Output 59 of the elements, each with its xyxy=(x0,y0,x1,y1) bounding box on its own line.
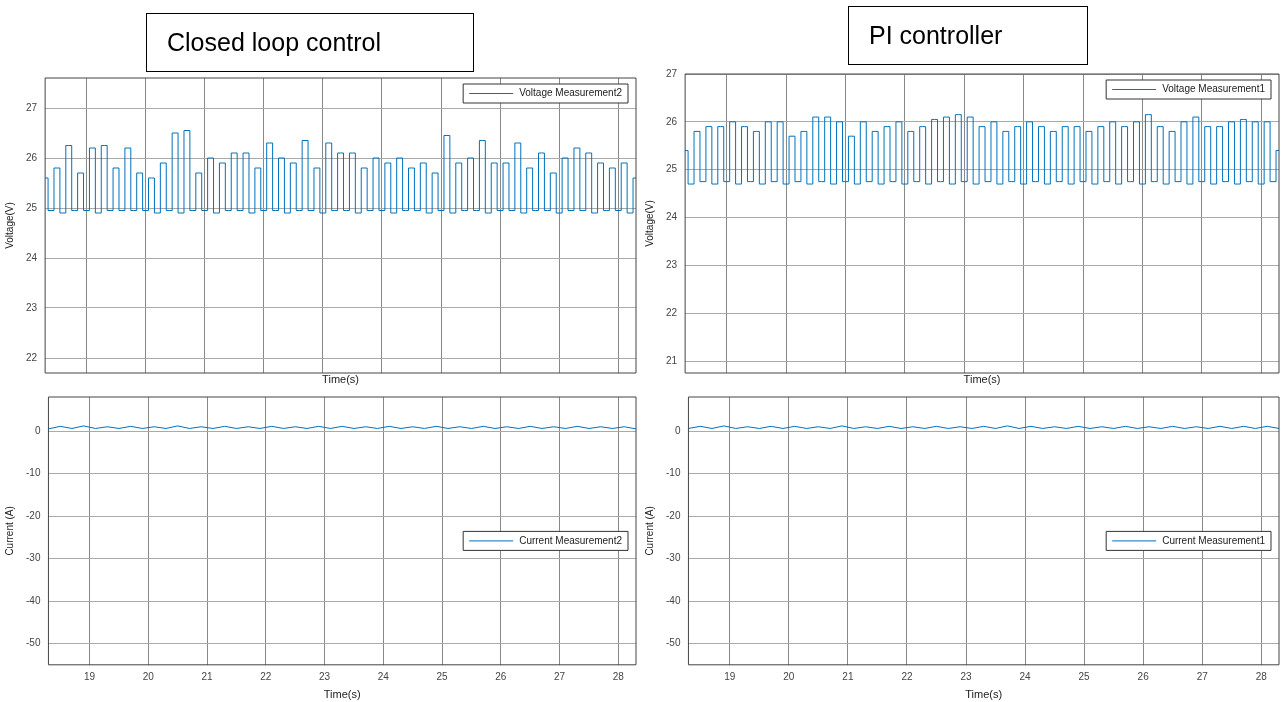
x-tick-label: 24 xyxy=(1019,670,1032,682)
y-tick-label: 24 xyxy=(666,211,678,223)
y-tick-label: 25 xyxy=(26,201,38,213)
y-tick-label: 24 xyxy=(26,251,38,263)
x-tick-label: 24 xyxy=(377,670,390,682)
y-tick-label: -20 xyxy=(666,509,681,521)
x-tick-label: 20 xyxy=(783,670,795,682)
y-tick-label: 26 xyxy=(26,151,38,163)
y-tick-label: 25 xyxy=(666,163,678,175)
x-tick-label: 22 xyxy=(260,670,272,682)
x-axis-title: Time(s) xyxy=(963,372,1001,385)
y-tick-label: -50 xyxy=(666,637,681,649)
y-axis-title: Current (A) xyxy=(3,506,15,556)
legend-label: Current Measurement2 xyxy=(519,534,623,546)
x-tick-label: 26 xyxy=(1137,670,1150,682)
y-tick-label: 22 xyxy=(26,351,38,363)
legend-label: Voltage Measurement1 xyxy=(1162,83,1266,95)
y-axis-title: Current (A) xyxy=(643,506,655,556)
x-tick-label: 19 xyxy=(724,670,736,682)
y-axis-title: Voltage(V) xyxy=(643,200,655,247)
y-tick-label: 27 xyxy=(666,67,678,79)
x-tick-label: 27 xyxy=(554,670,566,682)
x-tick-label: 28 xyxy=(1255,670,1268,682)
y-tick-label: -40 xyxy=(666,594,681,606)
legend-label: Voltage Measurement2 xyxy=(519,87,623,99)
y-tick-label: 0 xyxy=(34,424,41,436)
x-tick-label: 20 xyxy=(142,670,155,682)
x-axis-title: Time(s) xyxy=(965,688,1003,701)
y-tick-label: 22 xyxy=(666,306,678,318)
x-tick-label: 27 xyxy=(1196,670,1209,682)
x-axis-title: Time(s) xyxy=(323,688,361,701)
x-tick-label: 26 xyxy=(495,670,507,682)
y-tick-label: -40 xyxy=(26,594,41,606)
y-tick-label: -20 xyxy=(26,509,41,521)
y-tick-label: 0 xyxy=(674,424,681,436)
chart-title: PI controller xyxy=(848,6,1088,65)
y-tick-label: -10 xyxy=(26,467,41,479)
y-tick-label: 21 xyxy=(666,354,678,366)
chart-title: Closed loop control xyxy=(146,13,474,72)
x-tick-label: 25 xyxy=(436,670,449,682)
y-tick-label: 27 xyxy=(26,101,38,113)
x-tick-label: 28 xyxy=(612,670,625,682)
x-tick-label: 25 xyxy=(1078,670,1091,682)
x-tick-label: 23 xyxy=(960,670,973,682)
y-tick-label: -50 xyxy=(26,637,41,649)
x-tick-label: 21 xyxy=(842,670,854,682)
y-axis-title: Voltage(V) xyxy=(3,202,15,249)
legend-label: Current Measurement1 xyxy=(1162,534,1266,546)
y-tick-label: -30 xyxy=(666,552,681,564)
y-tick-label: -10 xyxy=(666,467,681,479)
y-tick-label: 23 xyxy=(666,259,678,271)
x-tick-label: 19 xyxy=(84,670,96,682)
y-tick-label: 23 xyxy=(26,301,38,313)
y-tick-label: 26 xyxy=(666,115,678,127)
y-tick-label: -30 xyxy=(26,552,41,564)
x-tick-label: 21 xyxy=(201,670,214,682)
x-tick-label: 23 xyxy=(319,670,331,682)
x-axis-title: Time(s) xyxy=(322,372,359,385)
x-tick-label: 22 xyxy=(901,670,913,682)
